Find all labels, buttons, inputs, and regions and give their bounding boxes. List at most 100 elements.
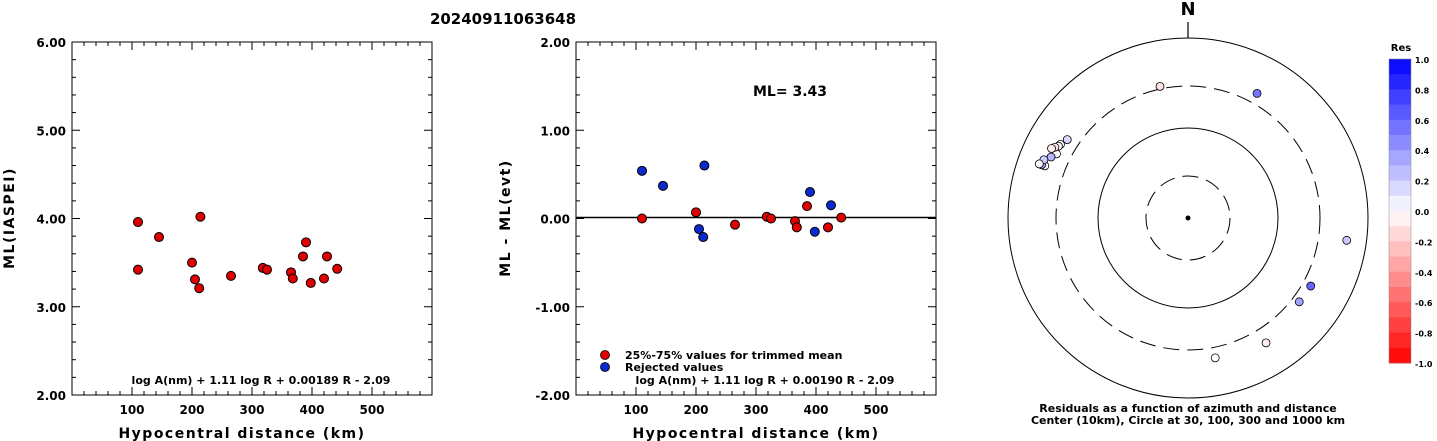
ml-y-tick-label: 3.00 (36, 301, 66, 315)
residual-station-point (1342, 235, 1352, 245)
ml-data-point (305, 277, 316, 288)
colorbar-cell (1389, 104, 1411, 121)
residual-x-tick-label: 400 (803, 403, 828, 417)
legend-label-rejected: Rejected values (625, 361, 724, 374)
ml-y-tick-label: 2.00 (36, 389, 66, 403)
colorbar: Res (1391, 43, 1411, 54)
ml-x-tick-label: 500 (359, 403, 384, 417)
ml-panel: log A(nm) + 1.11 log R + 0.00189 R - 2.0… (2, 36, 433, 441)
trimmed-mean-point (823, 222, 833, 233)
azimuth-panel: N Residuals as a function of azimuth and… (1007, 0, 1433, 427)
residual-y-tick-label: 0.00 (540, 213, 570, 227)
circle-100km (1097, 127, 1279, 309)
ml-x-tick-label: 300 (239, 403, 264, 417)
trimmed-mean-point (730, 219, 740, 230)
circle-30km (1145, 175, 1231, 261)
ml-formula: log A(nm) + 1.11 log R + 0.00189 R - 2.0… (132, 374, 391, 387)
colorbar-cell (1389, 256, 1411, 273)
colorbar-tick-label: -1.0 (1415, 360, 1433, 369)
north-label: N (1180, 0, 1195, 20)
colorbar-tick-label: 1.0 (1415, 56, 1430, 65)
residual-y-tick-label: 1.00 (540, 124, 570, 138)
rejected-point (658, 180, 668, 191)
colorbar-tick-label: -0.8 (1415, 330, 1433, 339)
colorbar-frame (1388, 58, 1412, 364)
ml-y-tick-label: 6.00 (36, 36, 66, 50)
page-title: 20240911063648 (430, 10, 576, 28)
ml-data-point (226, 270, 236, 281)
residual-y-tick-label: -2.00 (535, 389, 570, 403)
residual-formula: log A(nm) + 1.11 log R + 0.00190 R - 2.0… (636, 374, 895, 387)
ml-data-point (195, 211, 206, 222)
residual-station-point (1210, 353, 1220, 363)
colorbar-tick-label: -0.6 (1415, 299, 1433, 308)
ml-data-point (133, 264, 143, 275)
colorbar-cell (1389, 59, 1411, 75)
colorbar-cell (1389, 332, 1411, 349)
colorbar-cell (1389, 195, 1411, 212)
residual-station-point (1047, 144, 1056, 153)
colorbar-tick-label: -0.2 (1415, 238, 1433, 247)
ml-x-tick-label: 100 (119, 403, 144, 417)
ml-x-axis-label: Hypocentral distance (km) (118, 426, 365, 441)
ml-data-point (262, 264, 272, 275)
residual-station-point (1252, 89, 1262, 98)
colorbar-tick-label: 0.8 (1415, 86, 1430, 95)
ml-y-tick-label: 4.00 (36, 213, 66, 227)
azimuth-caption-line-2: Center (10km), Circle at 30, 100, 300 an… (1031, 414, 1345, 427)
residual-station-point (1294, 297, 1304, 307)
ml-data-point (287, 273, 298, 284)
residual-y-tick-label: -1.00 (535, 301, 570, 315)
circle-1000km (1007, 37, 1369, 399)
colorbar-cell (1389, 165, 1411, 182)
colorbar-cell (1389, 89, 1411, 106)
ml-x-tick-label: 200 (179, 403, 204, 417)
ml-data-point (322, 251, 332, 262)
ml-data-point (298, 251, 308, 262)
ml-data-point (190, 274, 200, 285)
residual-legend: 25%-75% values for trimmed mean Rejected… (600, 349, 842, 374)
rejected-point (699, 160, 710, 171)
colorbar-tick-label: -0.4 (1415, 269, 1433, 278)
colorbar-cell (1389, 287, 1411, 303)
ml-event-annotation: ML= 3.43 (753, 84, 827, 100)
rejected-point (637, 165, 647, 176)
colorbar-cell (1389, 150, 1411, 166)
residual-y-axis-label: ML - ML(evt) (498, 159, 514, 276)
residual-x-axis-label: Hypocentral distance (km) (632, 426, 879, 441)
ml-data-point (319, 273, 329, 284)
residual-x-tick-label: 300 (743, 403, 768, 417)
colorbar-cell (1389, 74, 1411, 90)
ml-x-tick-label: 400 (299, 403, 324, 417)
residual-station-point (1306, 281, 1316, 291)
ml-y-tick-label: 5.00 (36, 124, 66, 138)
trimmed-mean-point (791, 222, 802, 233)
azimuth-caption-line-1: Residuals as a function of azimuth and d… (1039, 402, 1336, 415)
residual-x-tick-label: 200 (683, 403, 708, 417)
residual-station-point (1062, 135, 1072, 144)
ml-data-point (154, 232, 164, 243)
trimmed-mean-point (836, 212, 847, 223)
colorbar-cell (1389, 347, 1411, 364)
trimmed-mean-point (802, 201, 812, 212)
residual-station-point (1034, 159, 1044, 169)
legend-marker-trimmed-mean (600, 350, 610, 360)
ml-data-point (301, 237, 311, 248)
ml-data-point (332, 263, 343, 274)
colorbar-cell (1389, 226, 1411, 242)
residual-x-tick-label: 100 (623, 403, 648, 417)
colorbar-cell (1389, 180, 1411, 197)
legend-label-trimmed-mean: 25%-75% values for trimmed mean (625, 349, 842, 362)
residual-station-point (1155, 81, 1165, 91)
colorbar-tick-label: 0.4 (1415, 147, 1430, 156)
circle-300km (1055, 85, 1321, 351)
ml-data-point (133, 217, 143, 228)
colorbar-cell (1389, 211, 1411, 227)
colorbar-title: Res (1391, 43, 1411, 54)
colorbar-cell (1389, 271, 1411, 288)
residual-y-tick-label: 2.00 (540, 36, 570, 50)
rejected-point (694, 224, 704, 235)
rejected-point (805, 187, 815, 198)
trimmed-mean-point (691, 207, 701, 218)
